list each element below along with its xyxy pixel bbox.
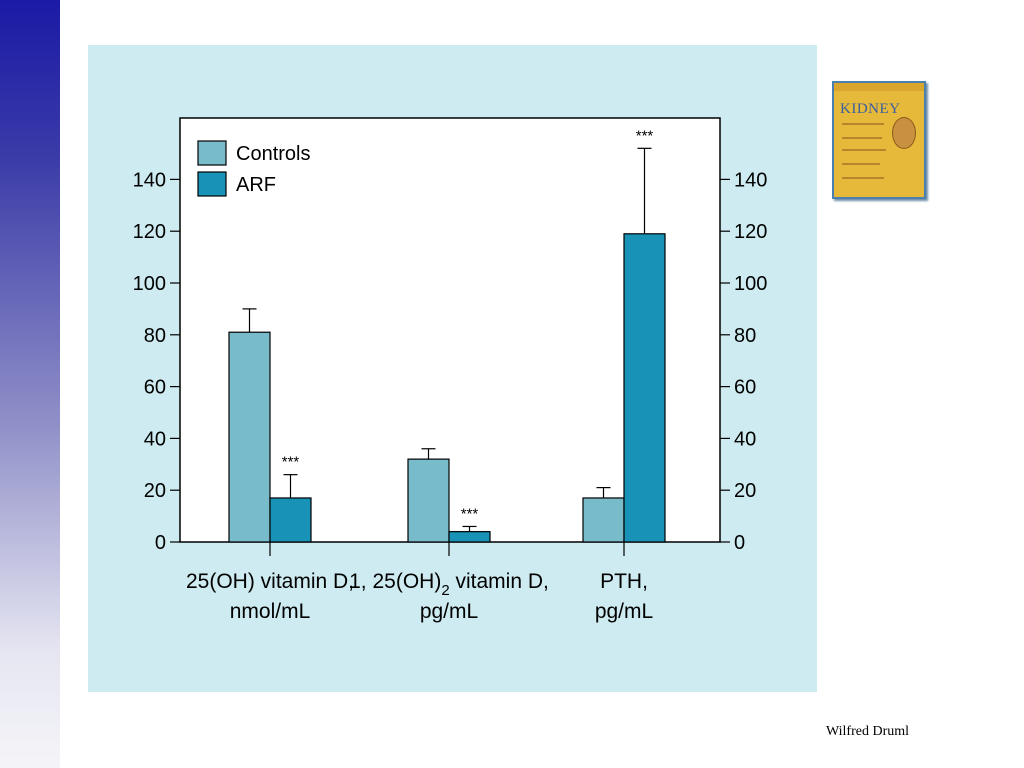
x-category-unit-label: nmol/mL bbox=[230, 600, 311, 623]
x-category-unit-label: pg/mL bbox=[420, 600, 478, 623]
significance-marker: *** bbox=[282, 454, 300, 471]
book-text-line bbox=[842, 163, 880, 165]
y-tick-label-right: 120 bbox=[734, 221, 767, 243]
bar-arf bbox=[269, 497, 312, 543]
y-tick-label-right: 60 bbox=[734, 377, 756, 399]
kidney-illustration-icon bbox=[892, 117, 916, 149]
book-title: KIDNEY bbox=[840, 101, 901, 117]
bar-controls bbox=[407, 458, 450, 543]
bar-controls bbox=[582, 497, 625, 543]
y-tick-label-left: 120 bbox=[133, 221, 166, 243]
bar-arf bbox=[623, 233, 666, 543]
y-tick-label-right: 0 bbox=[734, 532, 745, 554]
author-credit: Wilfred Druml bbox=[826, 724, 910, 739]
significance-marker: *** bbox=[636, 127, 654, 144]
y-tick-label-left: 20 bbox=[144, 480, 166, 502]
y-tick-label-right: 140 bbox=[734, 169, 767, 191]
y-tick-label-left: 40 bbox=[144, 428, 166, 450]
y-tick-label-right: 40 bbox=[734, 428, 756, 450]
y-tick-label-left: 100 bbox=[133, 273, 166, 295]
legend-label: ARF bbox=[236, 174, 276, 196]
bar-chart: 0 20 40 60 80 100 120 140 0 20 40 60 80 100 120 140 *** *… bbox=[133, 117, 767, 623]
y-tick-label-right: 20 bbox=[734, 480, 756, 502]
x-category-label: 1, 25(OH)2 vitamin D, bbox=[349, 570, 549, 599]
book-text-line bbox=[842, 177, 884, 179]
legend-swatch-arf bbox=[197, 171, 227, 197]
legend-label: Controls bbox=[236, 143, 310, 165]
bar-controls bbox=[228, 331, 271, 543]
y-tick-label-left: 80 bbox=[144, 325, 166, 347]
y-tick-label-right: 100 bbox=[734, 273, 767, 295]
legend-swatch-controls bbox=[197, 140, 227, 166]
y-tick-label-left: 0 bbox=[155, 532, 166, 554]
y-tick-label-right: 80 bbox=[734, 325, 756, 347]
bar-arf bbox=[448, 531, 491, 543]
slide-side-bar bbox=[0, 0, 60, 768]
x-category-label: PTH, bbox=[600, 570, 648, 593]
book-text-line bbox=[842, 149, 886, 151]
x-category-label: 25(OH) vitamin D, bbox=[186, 570, 354, 593]
significance-marker: *** bbox=[461, 505, 479, 522]
book-text-line bbox=[842, 123, 884, 125]
y-tick-label-left: 140 bbox=[133, 169, 166, 191]
y-tick-label-left: 60 bbox=[144, 377, 166, 399]
kidney-book-cover-image: KIDNEY bbox=[832, 81, 926, 199]
book-top-strip bbox=[834, 83, 924, 91]
chart-panel: 0 20 40 60 80 100 120 140 0 20 40 60 80 100 120 140 *** *… bbox=[88, 45, 817, 692]
x-category-unit-label: pg/mL bbox=[595, 600, 653, 623]
book-text-line bbox=[842, 137, 882, 139]
